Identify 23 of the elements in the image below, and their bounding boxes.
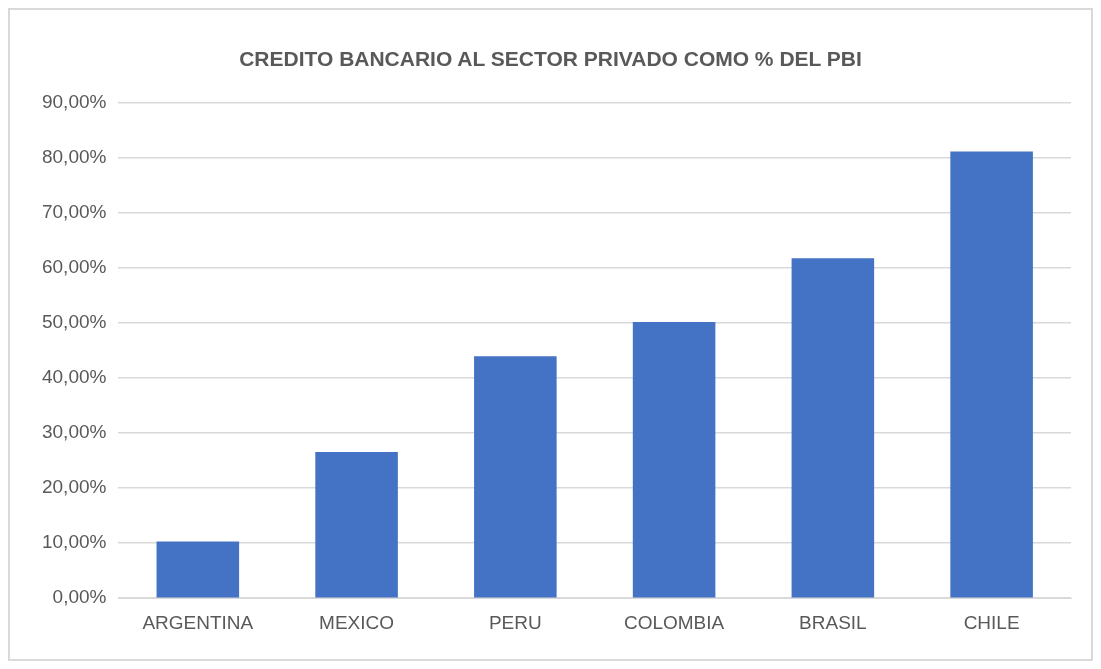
y-tick-label: 0,00% (52, 586, 107, 608)
x-tick-label: MEXICO (319, 611, 395, 633)
y-tick-label: 60,00% (41, 256, 107, 278)
y-tick-label: 70,00% (41, 201, 107, 223)
bar (950, 151, 1033, 598)
bar (791, 258, 875, 598)
y-tick-label: 30,00% (41, 421, 107, 443)
y-tick-label: 40,00% (41, 366, 107, 388)
x-tick-label: COLOMBIA (623, 611, 725, 633)
chart-title: CREDITO BANCARIO AL SECTOR PRIVADO COMO % DEL PBI (239, 47, 862, 71)
x-tick-label: PERU (488, 611, 542, 633)
y-tick-label: 90,00% (41, 91, 107, 113)
x-tick-label: ARGENTINA (142, 611, 254, 633)
bar (156, 541, 240, 598)
y-tick-label: 80,00% (41, 146, 107, 168)
y-tick-label: 10,00% (41, 531, 107, 553)
x-tick-label: CHILE (963, 611, 1020, 633)
y-tick-label: 20,00% (41, 476, 107, 498)
y-tick-label: 50,00% (41, 311, 107, 333)
bar (315, 451, 398, 598)
bar (632, 322, 716, 598)
bar (474, 356, 557, 598)
x-tick-label: BRASIL (799, 611, 867, 633)
